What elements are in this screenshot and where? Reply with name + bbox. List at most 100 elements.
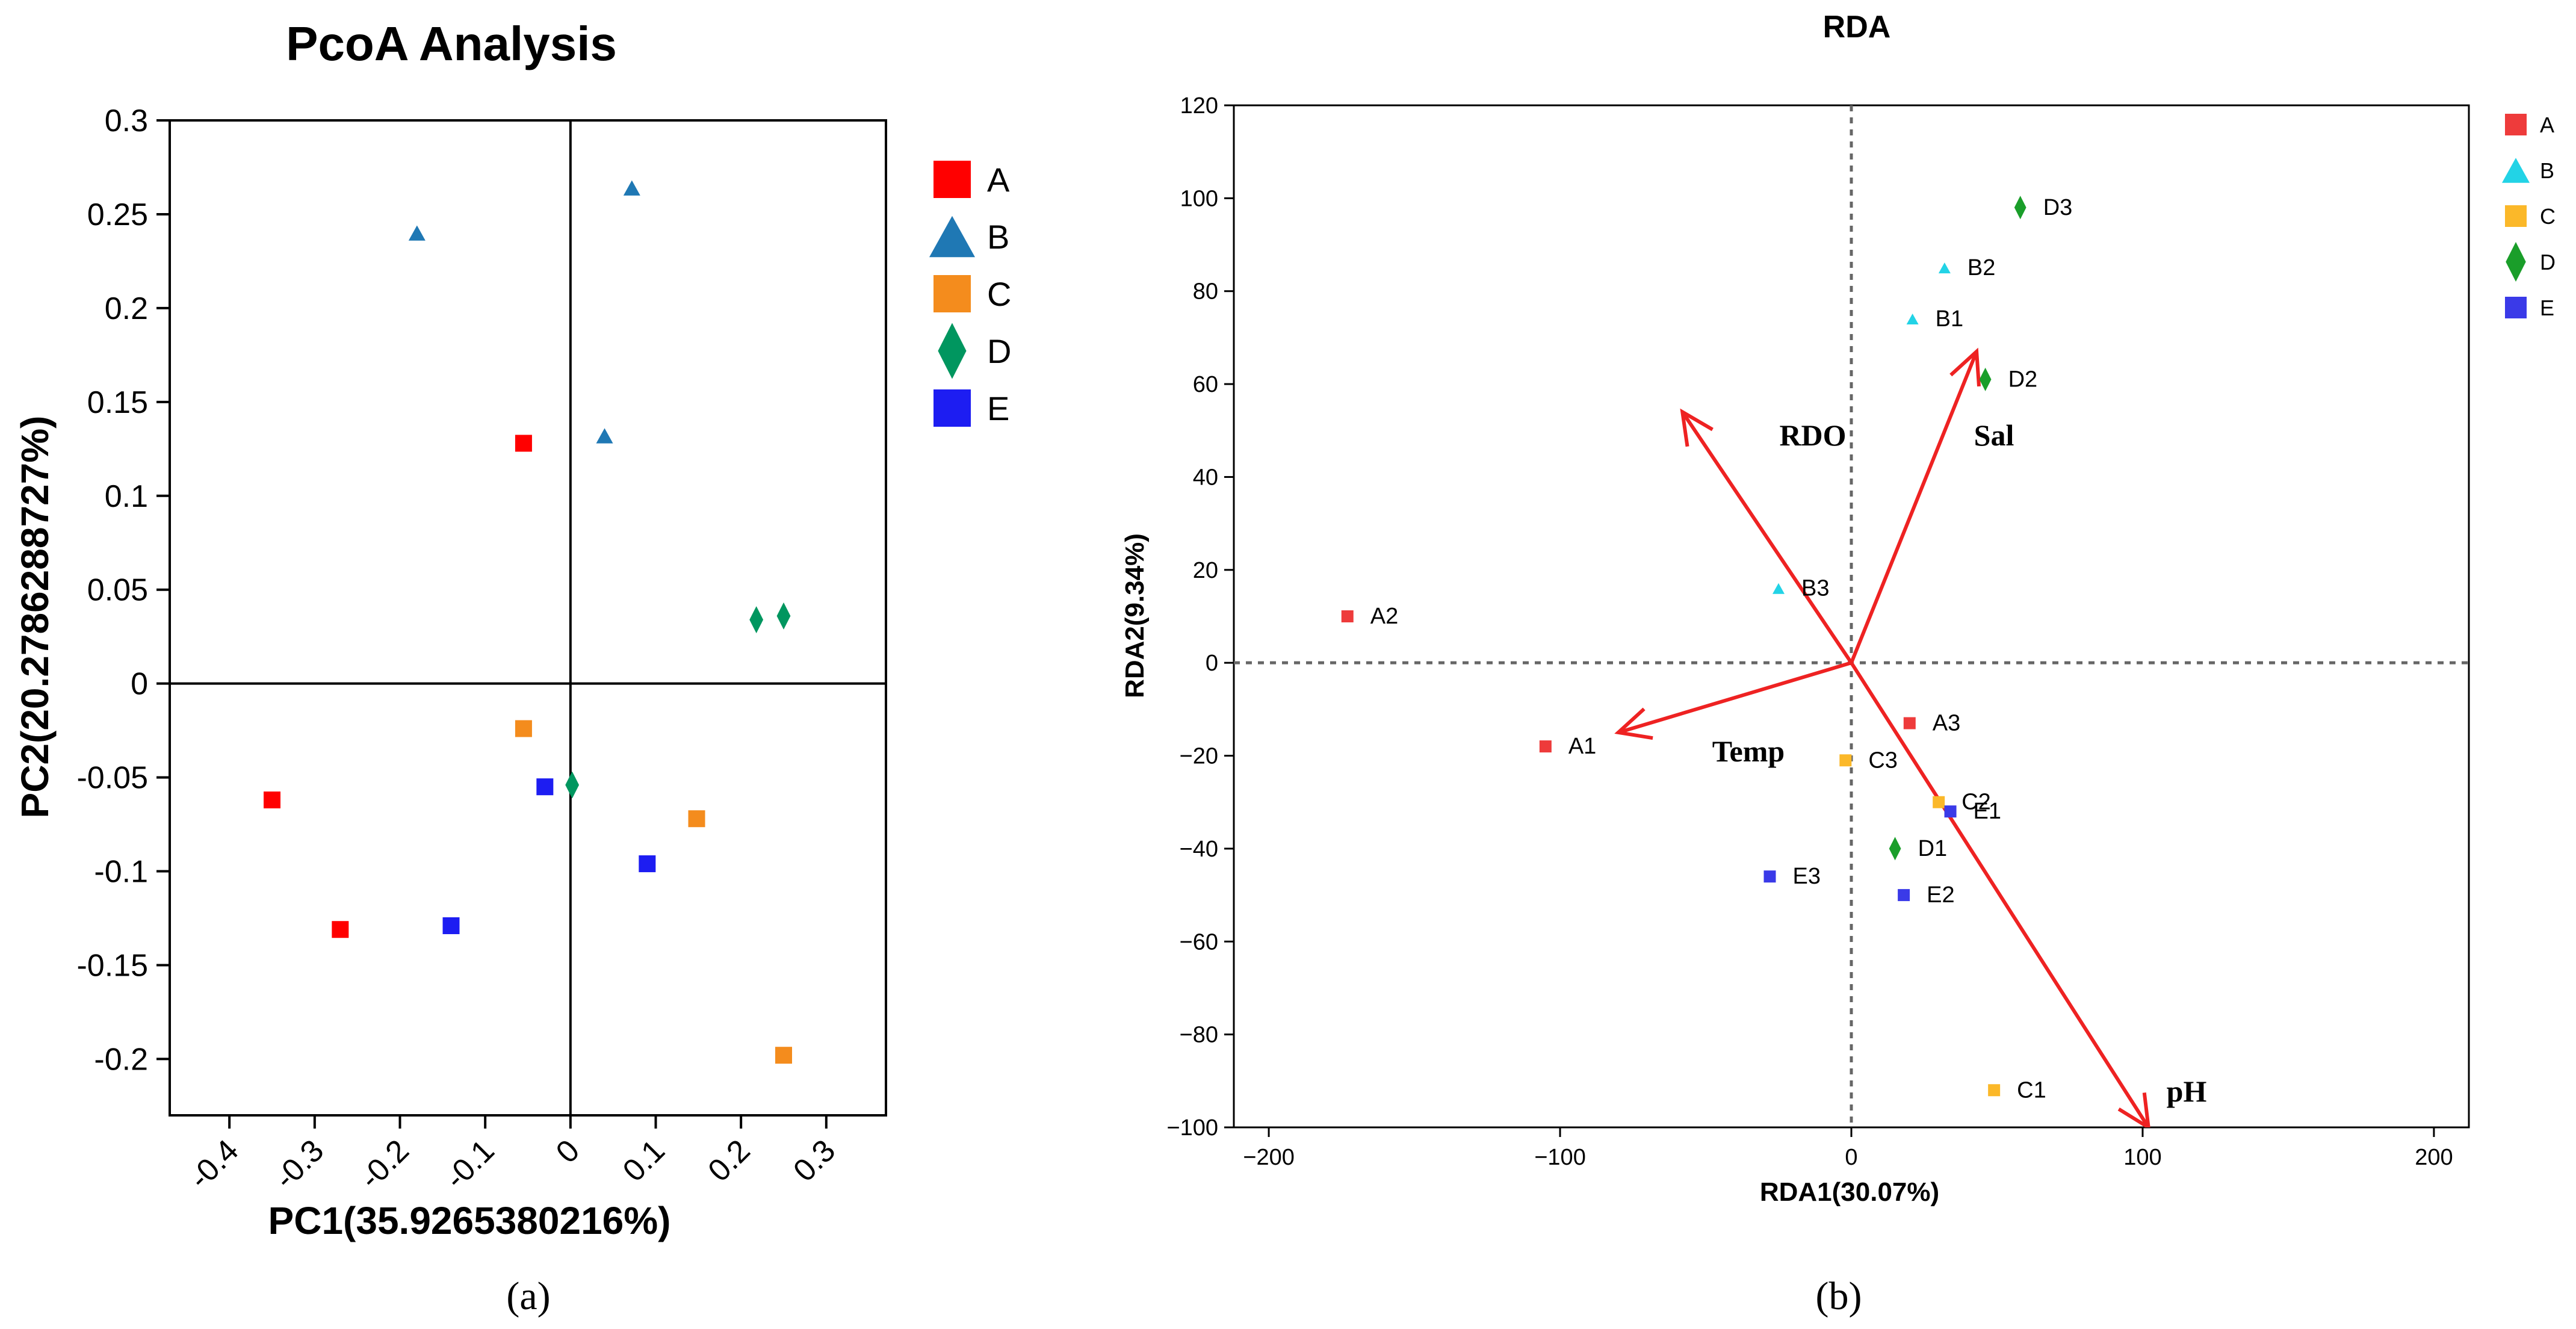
- rda-point-label: B1: [1936, 306, 1963, 332]
- pcoa-legend-marker-c: [933, 275, 971, 312]
- rda-x-tick-label: −100: [1534, 1145, 1586, 1170]
- rda-y-tick-label: −80: [1180, 1023, 1218, 1048]
- rda-point-label: B2: [1968, 255, 1995, 280]
- pcoa-y-tick-label: 0.25: [87, 197, 148, 232]
- pcoa-y-tick-label: -0.1: [94, 855, 148, 890]
- pcoa-x-tick-label: 0.2: [702, 1133, 757, 1188]
- rda-point-e1: [1944, 805, 1957, 818]
- rda-legend-marker-e: [2505, 297, 2527, 318]
- pcoa-point-c: [515, 720, 532, 737]
- panel-label-a: (a): [506, 1274, 550, 1318]
- pcoa-legend-label: D: [987, 332, 1011, 370]
- pcoa-y-axis: 0.3 0.25 0.2 0.15 0.1 0.05 0 -0.05 -0.1 -0.15 -0.2: [76, 104, 170, 1077]
- pcoa-x-axis: -0.4 -0.3 -0.2 -0.1 0 0.1 0.2 0.3: [182, 1115, 842, 1196]
- rda-point-label: A2: [1370, 604, 1398, 629]
- rda-point-c1: [1988, 1084, 2001, 1097]
- pcoa-legend-marker-d: [938, 323, 967, 379]
- rda-point-e2: [1898, 889, 1910, 902]
- pcoa-y-tick-label: 0.15: [87, 385, 148, 420]
- rda-point-label: C2: [1961, 790, 1991, 815]
- rda-point-label: A3: [1933, 711, 1960, 736]
- rda-arrow-ph: [1850, 661, 2150, 1127]
- rda-y-tick-label: 40: [1193, 465, 1218, 490]
- rda-point-b1: [1906, 314, 1919, 325]
- rda-legend-marker-d: [2506, 242, 2526, 282]
- rda-x-axis-label: RDA1(30.07%): [1760, 1177, 1939, 1207]
- rda-point-label: C1: [2017, 1077, 2046, 1103]
- rda-point-a1: [1539, 740, 1552, 753]
- rda-point-a3: [1903, 717, 1916, 730]
- pcoa-y-tick-label: -0.05: [76, 761, 148, 796]
- rda-point-a2: [1341, 610, 1354, 622]
- rda-point-label: E2: [1927, 882, 1954, 908]
- rda-point-label: D3: [2043, 195, 2073, 220]
- rda-y-tick-label: −20: [1180, 744, 1218, 769]
- pcoa-point-a: [515, 435, 532, 452]
- pcoa-point-b: [623, 180, 640, 196]
- rda-legend-marker-b: [2502, 158, 2530, 183]
- pcoa-point-e: [639, 855, 656, 873]
- rda-y-tick-label: 0: [1206, 651, 1218, 676]
- rda-title: RDA: [1823, 10, 1891, 45]
- rda-point-d2: [1979, 367, 1992, 391]
- rda-point-label: E3: [1792, 864, 1820, 889]
- rda-point-label: A1: [1568, 734, 1596, 759]
- rda-legend-label: B: [2540, 158, 2554, 183]
- rda-arrow-sal: [1850, 350, 1978, 664]
- pcoa-x-tick-label: 0.1: [616, 1133, 672, 1188]
- pcoa-y-tick-label: 0.05: [87, 573, 148, 608]
- rda-point-e3: [1763, 870, 1776, 883]
- rda-y-tick-label: 60: [1193, 372, 1218, 397]
- rda-point-label: B3: [1801, 576, 1829, 601]
- rda-x-tick-label: −200: [1243, 1145, 1295, 1170]
- rda-x-tick-label: 200: [2415, 1145, 2453, 1170]
- pcoa-x-tick-label: -0.4: [182, 1133, 245, 1195]
- pcoa-plot-frame: [169, 119, 887, 1117]
- rda-y-axis-label: RDA2(9.34%): [1120, 533, 1150, 698]
- rda-y-tick-label: 120: [1180, 93, 1218, 119]
- pcoa-y-tick-label: 0: [131, 667, 148, 702]
- pcoa-y-tick-label: 0.3: [105, 104, 148, 138]
- rda-point-label: C3: [1868, 748, 1898, 773]
- pcoa-point-e: [442, 917, 460, 934]
- rda-arrowhead-rdo: [1680, 408, 1714, 447]
- panel-label-b: (b): [1816, 1274, 1862, 1318]
- rda-arrow-label-temp: Temp: [1712, 734, 1785, 768]
- rda-point-b3: [1773, 583, 1785, 594]
- rda-arrowhead-temp: [1614, 707, 1653, 740]
- pcoa-x-tick-label: -0.1: [438, 1133, 501, 1195]
- rda-y-tick-label: 100: [1180, 186, 1218, 211]
- rda-point-label: D2: [2008, 367, 2038, 392]
- rda-point-label: E1: [1974, 799, 2001, 824]
- rda-points: RDO Sal Temp pH A1 A2 A3 B1 B2 B3 C1 C2 C3 D1 D2 D3 E1 E2…: [1341, 195, 2206, 1108]
- rda-point-c2: [1933, 796, 1945, 808]
- pcoa-point-d: [749, 606, 764, 634]
- rda-arrow-label-sal: Sal: [1974, 418, 2014, 452]
- pcoa-x-tick-label: -0.2: [353, 1133, 416, 1195]
- pcoa-point-a: [264, 792, 280, 809]
- rda-point-d1: [1889, 837, 1901, 861]
- pcoa-title: PcoA Analysis: [286, 17, 617, 70]
- rda-legend-marker-c: [2505, 205, 2527, 227]
- pcoa-point-c: [688, 810, 705, 828]
- pcoa-legend-marker-a: [933, 161, 971, 198]
- pcoa-legend-label: E: [987, 389, 1009, 427]
- pcoa-chart: PcoA Analysis 0.3 0.25 0.2 0.15 0.1 0.05 0 -0.0…: [13, 17, 1011, 1318]
- rda-legend-label: A: [2540, 113, 2554, 137]
- rda-y-tick-label: −40: [1180, 837, 1218, 862]
- pcoa-x-tick-label: 0.3: [787, 1133, 842, 1188]
- pcoa-y-tick-label: 0.1: [105, 479, 148, 514]
- pcoa-y-axis-label: PC2(20.2786288727%): [13, 416, 57, 819]
- rda-point-label: D1: [1918, 836, 1948, 861]
- pcoa-x-tick-label: 0: [550, 1133, 586, 1169]
- rda-y-tick-label: 20: [1193, 558, 1218, 583]
- rda-y-tick-label: 80: [1193, 279, 1218, 305]
- rda-x-axis: −200 −100 0 100 200: [1243, 1127, 2453, 1170]
- pcoa-legend-label: A: [987, 161, 1010, 199]
- pcoa-legend-label: C: [987, 275, 1011, 313]
- rda-arrow-rdo: [1680, 410, 1853, 664]
- pcoa-point-d: [776, 602, 791, 630]
- rda-x-tick-label: 0: [1845, 1145, 1857, 1170]
- rda-y-tick-label: −100: [1166, 1115, 1218, 1141]
- pcoa-x-tick-label: -0.3: [268, 1133, 330, 1195]
